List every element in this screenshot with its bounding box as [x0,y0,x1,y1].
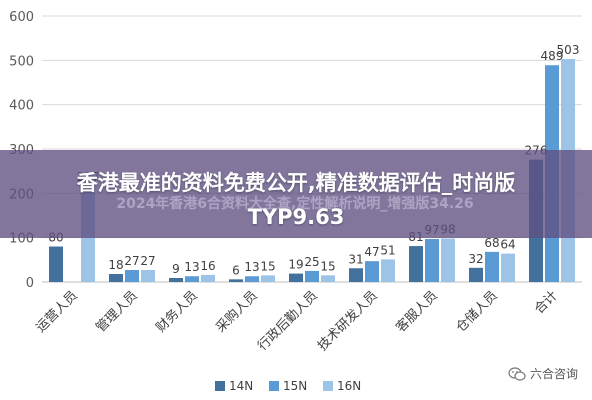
data-label: 68 [484,236,499,250]
legend-swatch [215,381,225,391]
bar [169,278,183,282]
x-tick-label: 技术研发人员 [314,288,380,354]
data-label: 31 [348,252,363,266]
data-label: 15 [260,259,275,273]
y-tick-label: 0 [26,276,34,291]
data-label: 64 [500,238,515,252]
headline-banner [0,150,592,238]
legend-swatch [269,381,279,391]
bar [109,274,123,282]
x-tick-label: 财务人员 [153,288,201,336]
data-label: 51 [380,243,395,257]
bar [501,253,515,282]
bar [305,270,319,282]
data-label: 15 [320,259,335,273]
bar [261,275,275,282]
headline-line-2: TYP9.63 [247,205,345,229]
y-tick-label: 500 [9,54,34,69]
bar [469,267,483,282]
bar [49,246,63,282]
x-tick-label: 运营人员 [33,288,80,335]
bar [425,238,439,282]
bar [409,246,423,282]
bar [201,274,215,282]
data-label: 47 [364,245,379,259]
brand-mark: 六合咨询 [508,365,578,382]
brand-name: 六合咨询 [529,367,578,381]
data-label: 19 [288,258,303,272]
legend: 14N 15N 16N [215,379,361,393]
x-tick-label: 采购人员 [213,288,261,336]
watermark-text: 2024年香港6合资料大全查,定性解析说明_增强版34.26 [116,196,474,212]
data-label: 25 [304,255,319,269]
bar [485,251,499,282]
data-label: 27 [140,254,155,268]
headline: 香港最准的资料免费公开,精准数据评估_时尚版 TYP9.63 [0,166,592,234]
bar [229,279,243,282]
bar [141,270,155,282]
data-label: 18 [108,258,123,272]
data-label: 489 [541,49,564,63]
bar [245,276,259,282]
y-tick-label: 600 [9,10,34,25]
bar [321,275,335,282]
bar [381,259,395,282]
bar [185,276,199,282]
legend-label: 16N [337,379,361,393]
x-tick-label: 管理人员 [93,288,140,335]
headline-line-1: 香港最准的资料免费公开,精准数据评估_时尚版 [76,171,516,195]
legend-label: 14N [229,379,253,393]
legend-label: 15N [283,379,307,393]
bar [289,273,303,282]
bar [349,268,363,282]
x-tick-label: 行政后勤人员 [255,288,321,354]
data-label: 6 [232,263,240,277]
x-tick-label: 仓储人员 [453,288,500,335]
data-label: 503 [557,43,580,57]
bar [365,261,379,282]
data-label: 9 [172,262,180,276]
data-label: 16 [200,259,215,273]
bar [125,270,139,282]
x-tick-label: 客服人员 [393,288,441,336]
bar [441,238,455,282]
legend-swatch [323,381,333,391]
data-label: 13 [244,260,259,274]
wechat-logo-icon [508,366,526,381]
data-label: 27 [124,254,139,268]
x-tick-label: 合计 [532,288,561,317]
data-label: 32 [468,252,483,266]
y-tick-label: 400 [9,99,34,114]
data-label: 13 [184,260,199,274]
